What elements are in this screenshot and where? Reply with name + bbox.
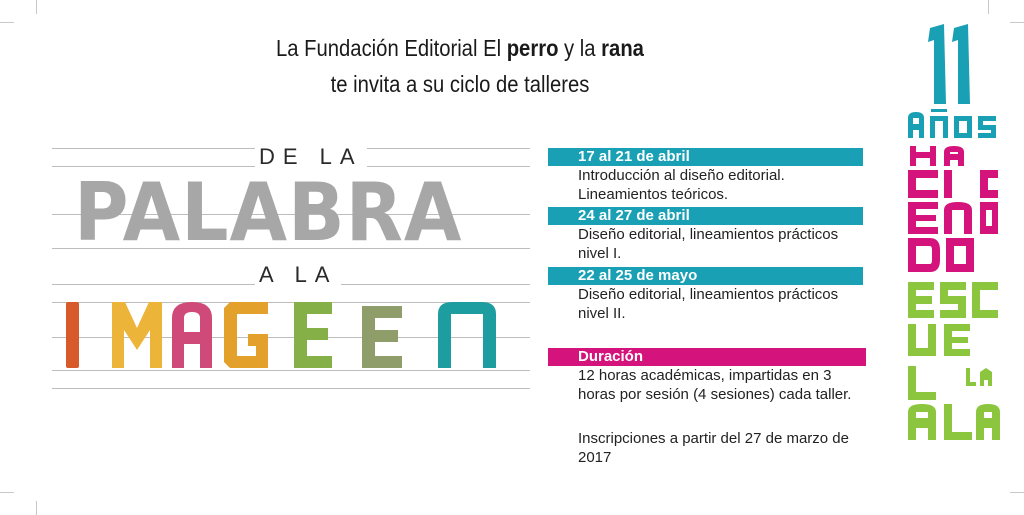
schedule-description: Diseño editorial, lineamientos prácticos…	[548, 285, 868, 323]
letter-e	[908, 202, 938, 234]
imagen-letter-a	[172, 302, 212, 368]
crop-mark	[36, 501, 37, 515]
description-line: horas por sesión (4 sesiones) cada talle…	[578, 386, 852, 403]
imagen-letter-n	[438, 302, 496, 368]
duration-bar: Duración	[548, 348, 866, 366]
letter-a	[944, 146, 964, 166]
invitation-line-1-mid: y la	[558, 35, 602, 61]
letter-c	[972, 282, 998, 318]
letter-s	[940, 282, 966, 318]
letter-small-la	[966, 368, 992, 386]
letter-c	[908, 170, 938, 198]
letter-e	[908, 282, 934, 318]
crop-mark	[0, 492, 14, 493]
invitation-line-1-start: La Fundación Editorial El	[276, 35, 507, 61]
letter-e-2	[944, 324, 970, 356]
letter-d	[908, 238, 940, 272]
letter-a	[908, 404, 936, 440]
schedule-description: Diseño editorial, lineamientos prácticos…	[548, 225, 868, 263]
schedule-item: 24 al 27 de abril Diseño editorial, line…	[548, 207, 868, 263]
ruled-line	[52, 214, 530, 215]
description-line: 12 horas académicas, impartidas en 3	[578, 367, 832, 384]
crop-mark	[1010, 22, 1024, 23]
letter-h	[910, 146, 936, 166]
registration-text: Inscripciones a partir del 27 de marzo d…	[578, 430, 849, 466]
imagen-letter-e	[294, 302, 332, 368]
letter-n	[944, 202, 972, 234]
schedule-dates-bar: 24 al 27 de abril	[548, 207, 863, 225]
ruled-line	[52, 388, 530, 389]
imagen-letter-e-2	[362, 306, 402, 368]
crop-mark	[988, 0, 989, 14]
haciendo-word	[908, 146, 998, 272]
description-line: nivel II.	[578, 305, 626, 322]
description-line: nivel I.	[578, 245, 622, 262]
crop-mark	[1010, 492, 1024, 493]
invitation-line-2: te invita a su ciclo de talleres	[330, 71, 590, 97]
schedule-item: 22 al 25 de mayo Diseño editorial, linea…	[548, 267, 868, 323]
anniversary-lettering	[908, 24, 1000, 440]
letter-o	[954, 116, 972, 138]
letter-o	[946, 238, 974, 272]
letter-l-2	[944, 404, 972, 440]
rana-word: rana	[601, 35, 644, 61]
de-la-text: DE LA	[255, 144, 367, 170]
ruled-line	[52, 370, 530, 371]
schedule-dates-bar: 22 al 25 de mayo	[548, 267, 863, 285]
letter-l	[908, 366, 936, 400]
digit-1	[928, 24, 946, 104]
imagen-letter-g	[224, 302, 268, 368]
description-line: Lineamientos teóricos.	[578, 186, 729, 203]
description-line: Diseño editorial, lineamientos prácticos	[578, 226, 839, 243]
escuela-word	[908, 282, 1000, 440]
imagen-letter-i	[66, 302, 79, 368]
anos-word	[908, 109, 996, 138]
schedule-dates-bar: 17 al 21 de abril	[548, 148, 863, 166]
letter-u	[908, 324, 936, 356]
invitation-text: La Fundación Editorial El perro y la ran…	[214, 30, 707, 102]
letter-s	[978, 116, 996, 138]
number-11	[928, 24, 970, 104]
crop-mark	[36, 0, 37, 14]
ruled-line	[52, 302, 530, 303]
ruled-line	[52, 337, 530, 338]
invitation-line-1: La Fundación Editorial El perro y la ran…	[214, 30, 707, 66]
letter-i	[944, 170, 952, 198]
digit-1-2	[952, 24, 970, 104]
duration-description: 12 horas académicas, impartidas en 3 hor…	[548, 366, 868, 404]
crop-mark	[0, 22, 14, 23]
description-line: Diseño editorial, lineamientos prácticos	[578, 286, 839, 303]
letter-a-2	[976, 404, 1000, 440]
schedule-description: Introducción al diseño editorial. Lineam…	[548, 166, 868, 204]
imagen-letter-m	[112, 302, 162, 368]
letter-enye	[930, 109, 948, 138]
palabra-text: PALABRA	[74, 166, 463, 259]
schedule-item: 17 al 21 de abril Introducción al diseño…	[548, 148, 868, 204]
a-la-text: A LA	[255, 262, 342, 288]
letter-c-2	[980, 170, 998, 198]
duration-block: Duración 12 horas académicas, impartidas…	[548, 348, 868, 404]
letter-a	[908, 112, 924, 138]
description-line: Introducción al diseño editorial.	[578, 167, 785, 184]
perro-word: perro	[506, 35, 559, 61]
ruled-line	[52, 248, 530, 249]
letter-e-2	[980, 202, 998, 234]
imagen-lettering	[66, 302, 496, 368]
